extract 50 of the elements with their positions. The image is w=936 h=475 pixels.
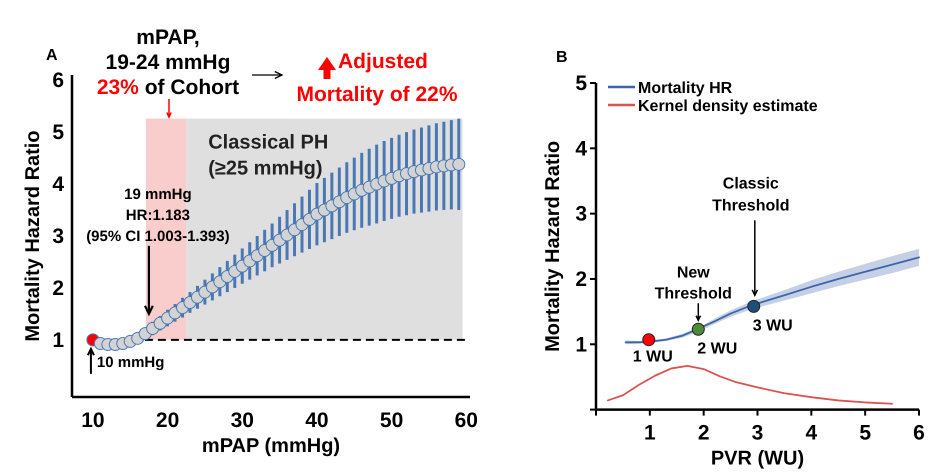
y-tick-label: 4 [52,173,64,196]
x-tick-label: 10 [81,409,105,432]
annotation: 10 mmHg [96,354,164,371]
y-tick-label: 2 [575,268,587,291]
y-tick-label: 3 [52,225,64,248]
text: B [556,49,568,66]
text: A [46,47,58,64]
annotation: 1 WU [632,348,673,366]
y-tick-label: 6 [52,69,64,92]
x-tick-label: 2 [698,422,710,445]
y-tick-label: 1 [52,328,64,352]
point [642,333,656,346]
line-series [606,364,893,405]
x-tick-label: 50 [380,409,404,432]
x-tick-label: 4 [805,422,818,445]
y-tick-label: 4 [575,137,588,160]
y-tick-label: 1 [575,333,588,356]
annotation: 19 mmHg HR:1.183 (95% CI 1.003-1.393) [86,186,230,245]
annotation: Classic Threshold [712,175,790,214]
x-tick-label: 40 [305,409,329,432]
x-tick-label: 60 [454,409,478,432]
point [692,322,705,336]
legend-label: Mortality HR [638,80,733,97]
y-tick-label: 3 [575,202,587,226]
y-tick-label: 2 [52,276,64,300]
x-tick-label: 3 [752,422,764,445]
point [452,158,466,171]
x-tick-label: 6 [913,422,925,445]
annotation: 2 WU [697,340,738,358]
x-tick-label: 30 [230,409,254,432]
text: mPAP, [136,26,200,49]
y-axis-title: Mortality Hazard Ratio [542,140,564,352]
annotation: New Threshold [654,264,732,302]
y-tick-label: 5 [52,121,64,144]
point [747,300,760,313]
band-label: Classical PH (≥25 mmHg) [208,132,328,180]
annotation: of Cohort [144,76,240,99]
x-tick-label: 1 [644,422,656,445]
x-tick-label: 5 [859,422,872,445]
x-axis-title: PVR (WU) [710,448,804,470]
y-axis-title: Mortality Hazard Ratio [22,130,44,342]
text: Adjusted [338,50,428,73]
y-tick-label: 5 [575,72,588,95]
text: 19-24 mmHg [106,51,230,74]
annotation: 23% [96,76,140,99]
legend-label: Kernel density estimate [638,98,818,115]
annotation: Mortality of 22% [296,83,458,106]
x-tick-label: 20 [156,409,180,432]
annotation: 3 WU [752,317,793,334]
x-axis-title: mPAP (mmHg) [202,435,340,457]
